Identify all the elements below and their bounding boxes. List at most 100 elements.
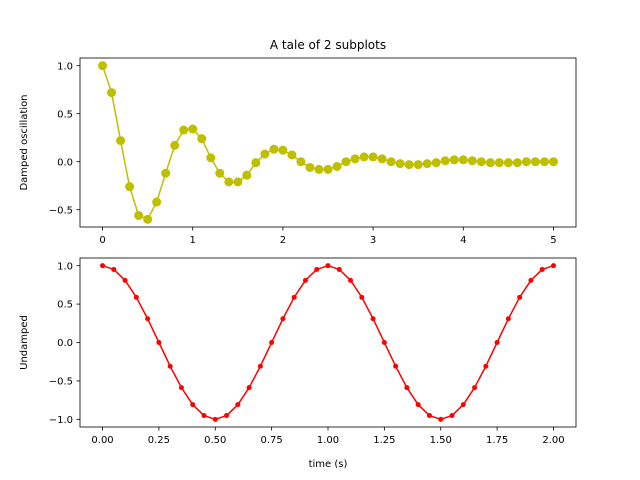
- top-data-point: [539, 157, 549, 167]
- top-data-point: [494, 158, 504, 168]
- top-x-tick-label: 0: [99, 235, 105, 246]
- bottom-x-tick-label: 0.75: [261, 435, 283, 446]
- bottom-data-point: [122, 277, 128, 283]
- top-data-point: [224, 177, 234, 187]
- bottom-data-point: [517, 294, 523, 300]
- bottom-series-line: [102, 264, 554, 421]
- top-data-point: [521, 157, 531, 167]
- bottom-x-tick-label: 0.50: [204, 435, 226, 446]
- bottom-data-point: [224, 413, 230, 419]
- top-data-point: [278, 145, 288, 155]
- top-data-point: [251, 158, 261, 168]
- top-data-point: [206, 153, 216, 163]
- top-x-tick-label: 4: [460, 235, 466, 246]
- top-data-point: [170, 140, 180, 150]
- top-data-point: [125, 182, 135, 192]
- top-subplot: Damped oscillation 0 1 2 3 4 5 −0.5 0.0 0.5 1.0: [19, 57, 577, 246]
- top-data-point: [98, 61, 108, 71]
- bottom-data-point: [156, 340, 162, 345]
- bottom-data-point: [111, 266, 117, 272]
- bottom-data-point: [483, 363, 489, 369]
- bottom-axes-frame: [79, 257, 577, 428]
- top-data-point: [548, 157, 558, 167]
- top-data-point: [503, 158, 513, 168]
- bottom-y-tick-label: 0.0: [57, 338, 73, 349]
- bottom-data-point: [133, 294, 139, 300]
- top-data-point: [368, 152, 378, 162]
- bottom-x-tick-label: 1.00: [317, 435, 339, 446]
- bottom-data-point: [325, 263, 331, 269]
- bottom-data-point: [212, 416, 218, 422]
- bottom-data-point: [145, 316, 151, 322]
- bottom-x-tick-label: 1.75: [486, 435, 508, 446]
- top-data-point: [161, 168, 171, 178]
- bottom-data-point: [472, 385, 478, 391]
- bottom-plot-area: [100, 263, 556, 422]
- top-data-point: [467, 156, 477, 166]
- bottom-data-point: [100, 263, 106, 269]
- top-data-point: [530, 157, 540, 167]
- top-data-point: [440, 156, 450, 166]
- top-data-point: [152, 197, 162, 207]
- bottom-x-tick-label: 1.50: [430, 435, 452, 446]
- bottom-y-tick-label: 1.0: [57, 261, 73, 272]
- top-axes-frame: [79, 57, 577, 228]
- bottom-data-point: [201, 413, 207, 419]
- top-series-line: [101, 65, 554, 221]
- top-data-point: [323, 164, 333, 174]
- top-data-point: [350, 154, 360, 164]
- bottom-data-point: [291, 294, 297, 300]
- top-data-point: [134, 210, 144, 220]
- bottom-data-point: [336, 266, 342, 272]
- top-y-axis-label: Damped oscillation: [19, 94, 30, 190]
- top-data-point: [332, 162, 342, 172]
- top-x-tick-label: 1: [190, 235, 196, 246]
- top-y-tick-label: −0.5: [49, 205, 73, 216]
- bottom-data-point: [246, 385, 252, 391]
- bottom-data-point: [528, 277, 534, 283]
- bottom-data-point: [269, 340, 275, 345]
- top-data-point: [341, 157, 351, 167]
- top-data-point: [431, 158, 441, 168]
- bottom-y-tick-label: −0.5: [49, 377, 73, 388]
- bottom-data-point: [302, 277, 308, 283]
- bottom-data-point: [539, 266, 545, 272]
- bottom-data-point: [494, 340, 500, 345]
- bottom-data-point: [460, 402, 466, 408]
- bottom-x-tick-label: 0.00: [91, 435, 113, 446]
- bottom-data-point: [190, 402, 196, 408]
- bottom-data-point: [235, 402, 241, 408]
- bottom-data-point: [404, 385, 410, 391]
- bottom-data-point: [550, 263, 556, 269]
- bottom-data-point: [314, 266, 320, 272]
- top-data-point: [296, 157, 306, 167]
- bottom-data-point: [167, 363, 173, 369]
- bottom-data-point: [426, 413, 432, 419]
- top-data-point: [188, 124, 198, 134]
- top-data-point: [116, 136, 126, 146]
- bottom-data-point: [415, 402, 421, 408]
- top-data-point: [359, 152, 369, 162]
- bottom-data-point: [449, 413, 455, 419]
- top-data-point: [404, 160, 414, 170]
- top-data-point: [242, 170, 252, 180]
- bottom-x-tick-label: 0.25: [148, 435, 170, 446]
- top-data-point: [179, 125, 189, 135]
- top-data-point: [422, 159, 432, 169]
- top-data-point: [458, 155, 468, 165]
- top-y-tick-label: 1.0: [57, 61, 73, 72]
- bottom-data-point: [370, 316, 376, 322]
- bottom-data-point: [178, 385, 184, 391]
- top-data-point: [197, 134, 207, 144]
- top-x-tick-label: 3: [370, 235, 376, 246]
- figure-title: A tale of 2 subplots: [270, 38, 386, 52]
- bottom-data-point: [393, 363, 399, 369]
- top-y-tick-label: 0.5: [57, 109, 73, 120]
- top-x-tick-label: 2: [280, 235, 286, 246]
- top-data-point: [215, 168, 225, 178]
- top-data-point: [485, 158, 495, 168]
- top-data-point: [233, 177, 243, 187]
- top-data-point: [314, 164, 324, 174]
- bottom-x-tick-label: 1.25: [373, 435, 395, 446]
